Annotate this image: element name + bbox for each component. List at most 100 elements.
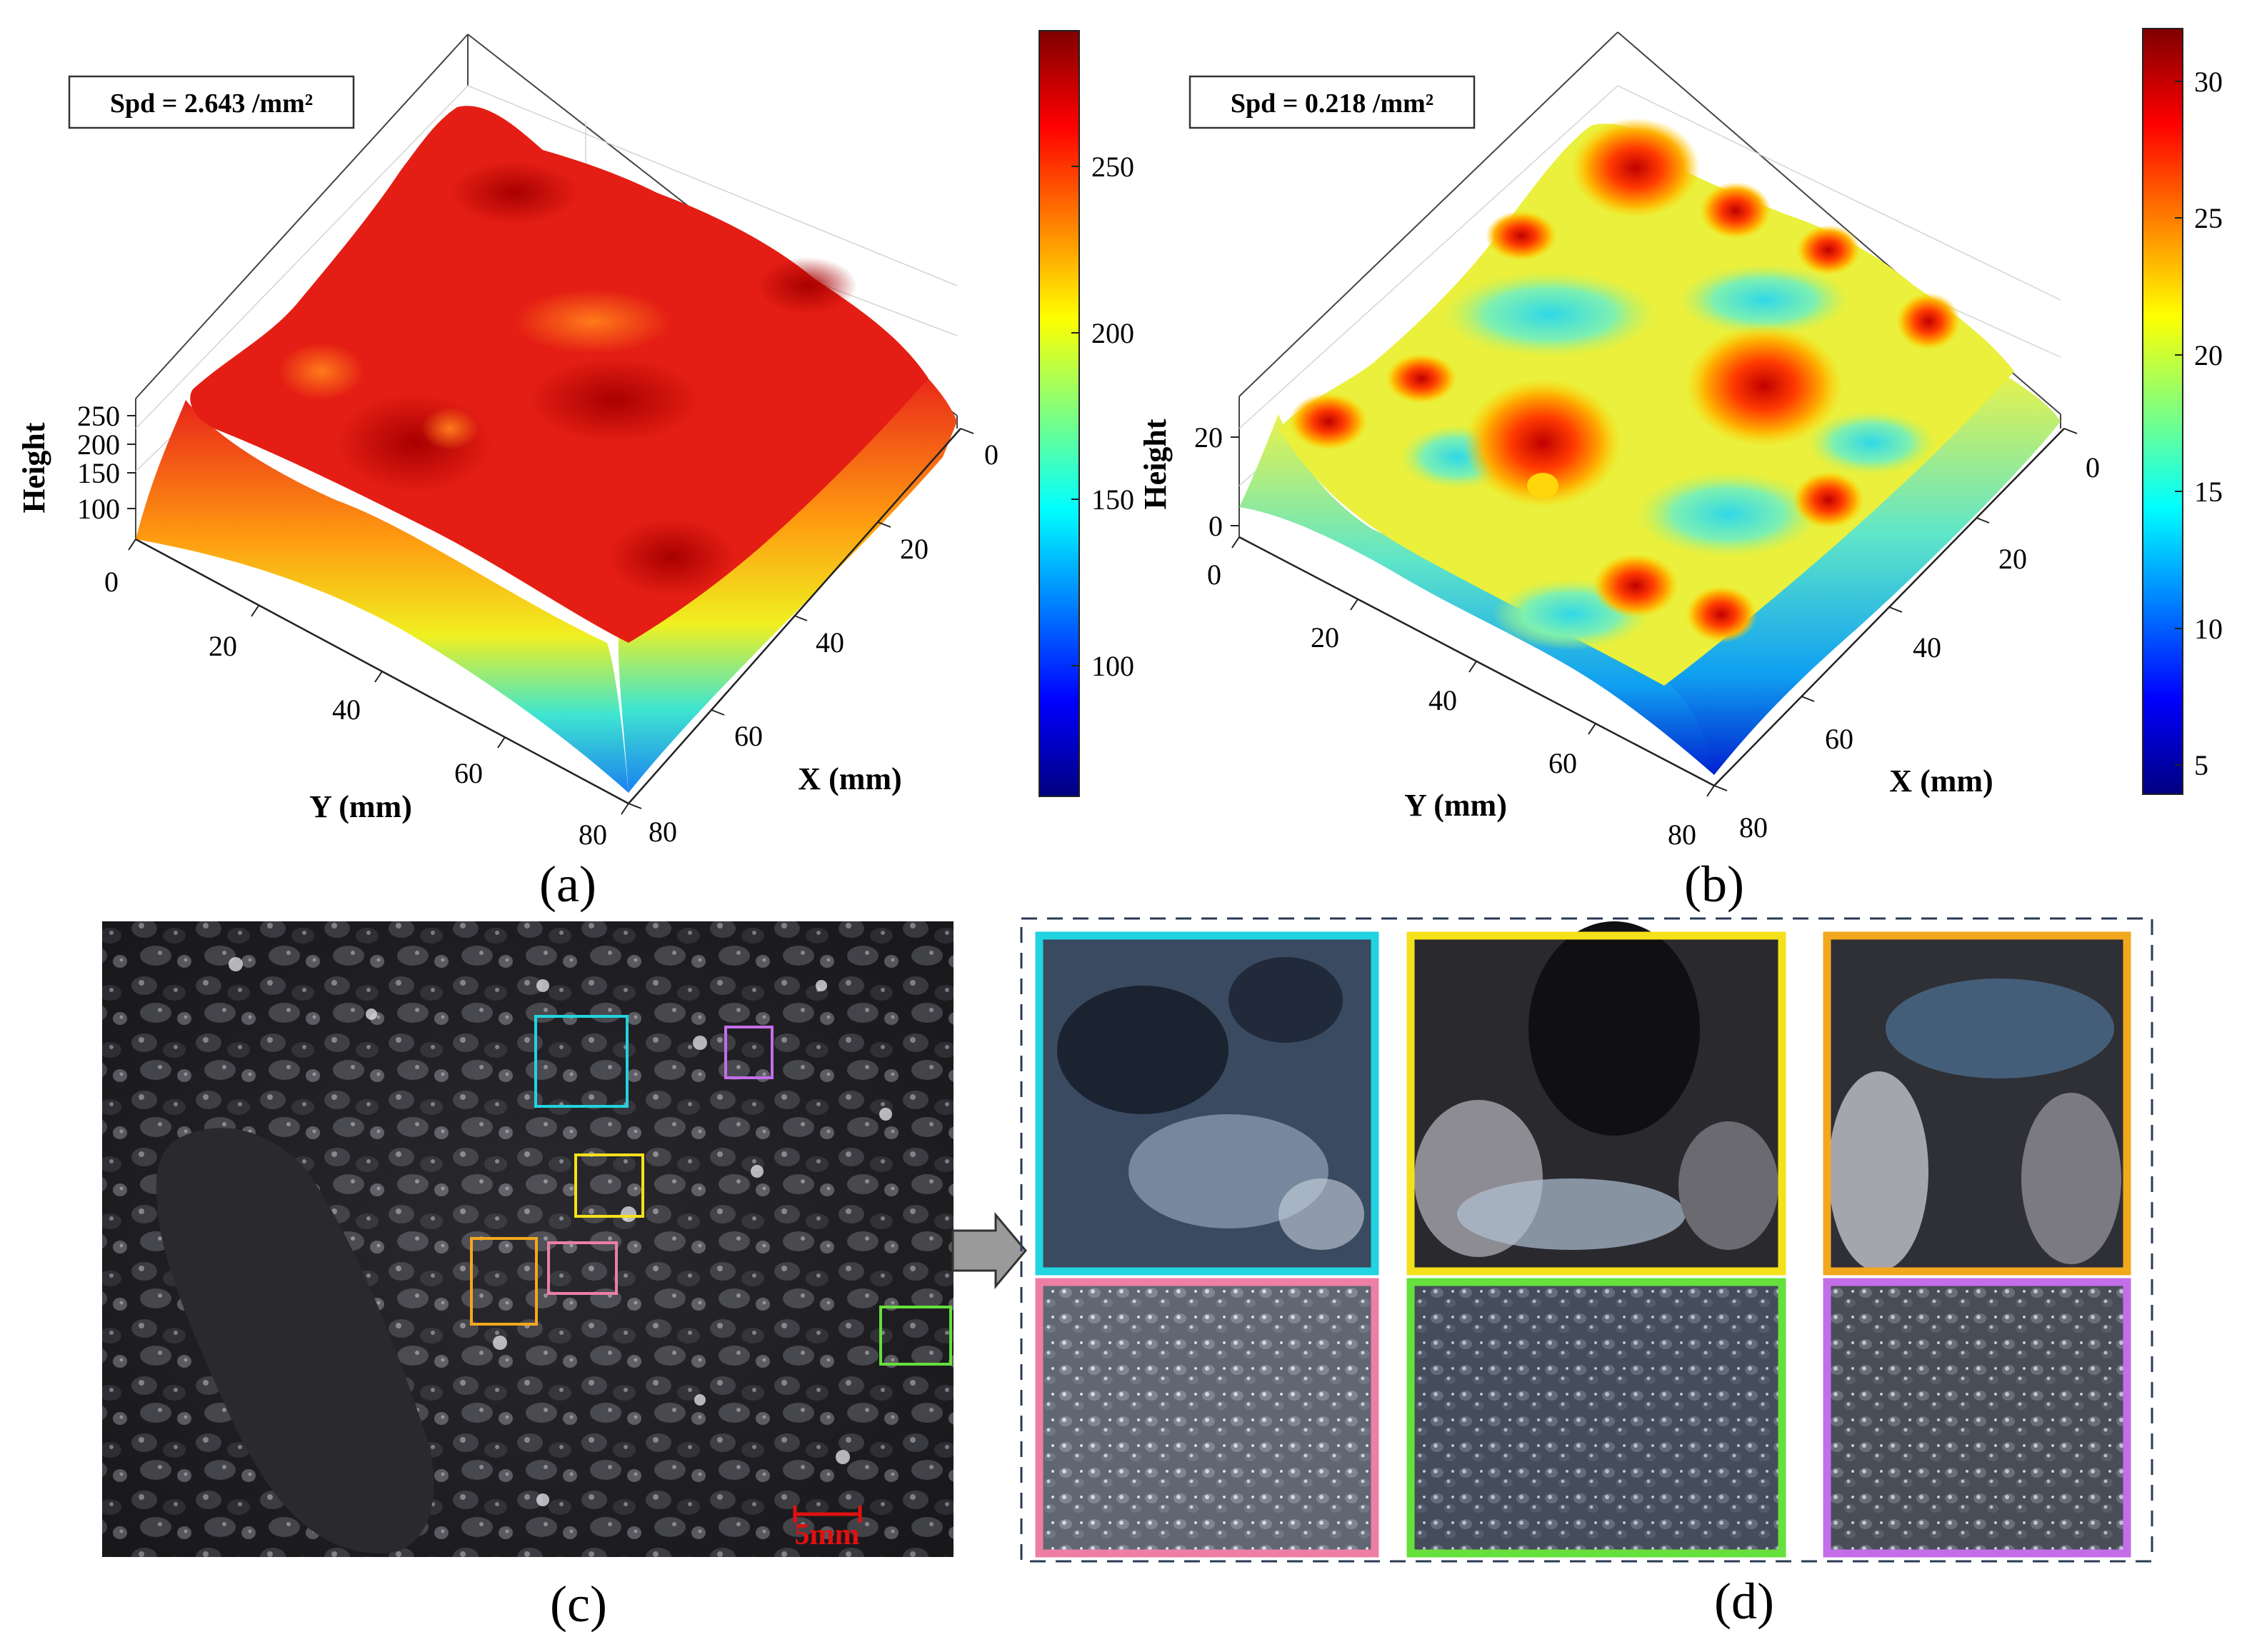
zoom-tile-pink [1035, 1278, 1379, 1558]
zoom-tile-green [1406, 1278, 1786, 1558]
panel-a-dark-spot [607, 518, 736, 596]
panel-b-peak [1386, 354, 1457, 404]
panel-a-x-tick: 60 [734, 720, 763, 752]
panel-b-peak [1289, 393, 1368, 450]
arrow-icon [951, 1211, 1027, 1290]
panel-c-photo [102, 921, 954, 1557]
panel-a-x-tick: 80 [649, 816, 677, 848]
panel-a-y-tick: 40 [332, 694, 361, 726]
panel-b-colorbar [2142, 28, 2183, 795]
panel-b-peak [1896, 293, 1961, 350]
panel-a-z-tick: 200 [77, 429, 120, 461]
panel-b-y-tick: 40 [1428, 684, 1457, 716]
panel-b-zlabel: Height [1138, 419, 1173, 509]
panel-a-ylabel: Y (mm) [309, 789, 412, 824]
panel-b-xlabel: X (mm) [1889, 764, 1993, 799]
panel-a-dark-spot [529, 357, 700, 443]
zoom-tile-cyan [1035, 931, 1379, 1276]
panel-b-colorbar-tick: 30 [2194, 66, 2223, 98]
panel-b-y-tick-marks [1231, 536, 1715, 797]
panel-a-surface-plot [127, 34, 974, 815]
panel-b-peak [1686, 586, 1757, 643]
panel-b-label: (b) [1684, 856, 1744, 913]
asphalt-smooth-patch [156, 1128, 434, 1554]
scale-bar-label: 5mm [795, 1518, 860, 1551]
panel-a-colorbar-tick: 150 [1091, 484, 1134, 516]
panel-b-colorbar-tick: 20 [2194, 339, 2223, 371]
panel-a-colorbar-tick: 200 [1091, 317, 1134, 349]
photo-box-orange [470, 1237, 538, 1326]
panel-b-x-tick: 40 [1913, 631, 1941, 664]
panel-b-colorbar-tick: 25 [2194, 202, 2223, 234]
panel-b-peak [1793, 471, 1864, 529]
panel-b-peak [1700, 182, 1771, 239]
panel-a-label: (a) [539, 856, 596, 913]
panel-a-side-right [618, 371, 957, 793]
panel-a-y-tick: 80 [579, 819, 607, 851]
panel-b-spd-box [1188, 75, 1476, 129]
panel-a-xlabel: X (mm) [798, 761, 901, 796]
panel-b-low-region [1443, 271, 1657, 357]
panel-b-x-tick: 20 [1998, 543, 2027, 575]
panel-a-x-tick: 0 [984, 439, 999, 471]
panel-b-peak [1486, 211, 1557, 261]
panel-a-z-tick: 250 [77, 400, 120, 432]
panel-b-spd-annotation: Spd = 0.218 /mm² [1231, 89, 1433, 119]
panel-b-crater [1527, 473, 1558, 499]
panel-b-low-region [1807, 411, 1936, 475]
panel-a-spd-annotation: Spd = 2.643 /mm² [110, 89, 313, 119]
photo-box-yellow [574, 1153, 644, 1218]
panel-a-dark-spot [757, 257, 857, 314]
panel-b-z-tick-marks [1231, 436, 1239, 526]
panel-b-colorbar-tick: 15 [2194, 476, 2223, 508]
panel-b-z-tick: 0 [1208, 510, 1223, 542]
panel-b-y-tick: 20 [1311, 621, 1339, 654]
panel-a-x-tick: 20 [900, 533, 929, 565]
scale-bar [793, 1506, 862, 1523]
panel-b-colorbar-ticks [2175, 81, 2183, 766]
panel-a-x-tick-marks [628, 428, 974, 809]
panel-b-side-right [1657, 371, 2061, 775]
panel-b-colorbar-tick: 5 [2194, 749, 2208, 781]
panel-a-colorbar-ticks [1071, 166, 1079, 666]
panel-c-label: (c) [550, 1576, 607, 1633]
panel-a-z-tick: 100 [77, 493, 120, 525]
panel-b-x-tick: 0 [2086, 451, 2100, 484]
panel-d-frame [1020, 917, 2153, 1563]
panel-a-x-tick: 40 [816, 626, 844, 659]
photo-box-green [879, 1306, 952, 1366]
zoom-tile-yellow [1406, 921, 1786, 1276]
panel-b-z-tick: 20 [1194, 421, 1223, 454]
panel-a-y-tick: 20 [209, 630, 237, 662]
panel-b-y-tick: 80 [1668, 819, 1696, 851]
zoom-tile-purple [1823, 1278, 2131, 1558]
panel-b-y-tick: 60 [1548, 747, 1577, 779]
panel-a-side-left [136, 400, 629, 793]
panel-a-z-tick: 150 [77, 457, 120, 489]
photo-box-pink [547, 1241, 618, 1295]
panel-b-peak [1593, 554, 1678, 618]
panel-a-warm-spot [514, 289, 671, 354]
panel-a-colorbar-tick: 250 [1091, 151, 1134, 183]
panel-a-warm-spot [279, 343, 364, 400]
panel-a-colorbar [1039, 30, 1080, 797]
panel-b-y-tick: 0 [1207, 559, 1221, 591]
panel-b-peak [1686, 325, 1843, 446]
panel-b-low-region [1678, 264, 1850, 336]
panel-a-y-tick-marks [128, 539, 629, 815]
panel-a-z-tick-marks [127, 415, 136, 509]
photo-highlights [229, 957, 892, 1506]
panel-d-label: (d) [1714, 1573, 1774, 1630]
panel-b-peak [1571, 118, 1700, 218]
panel-b-low-region [1636, 471, 1821, 557]
zoom-tile-orange [1823, 931, 2131, 1276]
panel-b-surface-plot [1231, 31, 2078, 797]
panel-a-spd-box [68, 75, 355, 129]
panel-b-x-tick-marks [1713, 428, 2078, 791]
panel-a-dark-spot [450, 161, 579, 225]
panel-b-ylabel: Y (mm) [1404, 788, 1507, 823]
panel-b-peak [1796, 225, 1861, 275]
panel-b-side-left [1239, 414, 1714, 775]
panel-b-colorbar-tick: 10 [2194, 613, 2223, 645]
